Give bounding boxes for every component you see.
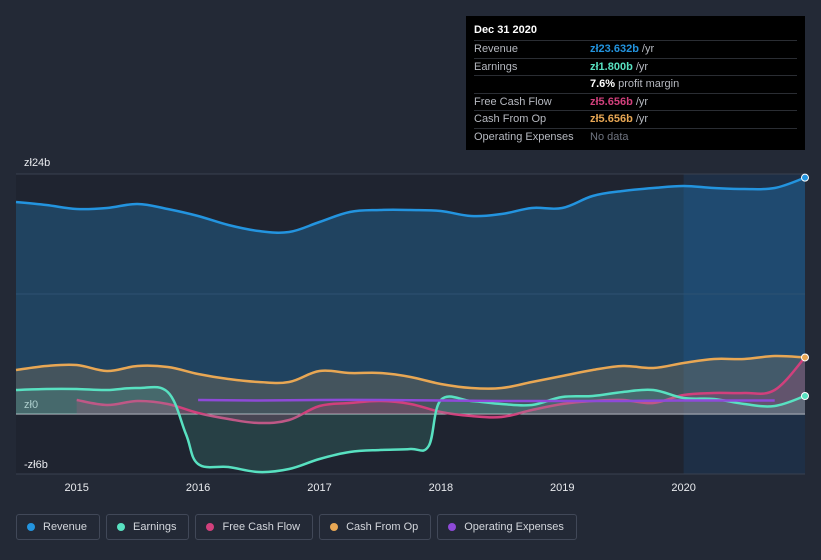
legend-label: Revenue — [43, 521, 88, 533]
revenue-line — [15, 176, 806, 234]
earnings-line — [15, 385, 806, 474]
legend: Revenue Earnings Free Cash Flow Cash From O… — [16, 514, 577, 540]
forecast-region — [683, 174, 805, 474]
legend-item-revenue[interactable]: Revenue — [16, 514, 101, 540]
legend-item-earnings[interactable]: Earnings — [106, 514, 190, 540]
y-tick-label: zł0 — [24, 399, 38, 411]
legend-dot-icon — [448, 523, 457, 531]
tooltip-unit: /yr — [641, 43, 655, 56]
tooltip-row: Revenue zł23.632b/yr — [474, 40, 797, 58]
tooltip-unit: /yr — [635, 60, 649, 73]
x-tick-label: 2019 — [550, 482, 574, 494]
free-cash-flow-area — [76, 357, 805, 424]
legend-label: Operating Expenses — [464, 521, 564, 533]
x-tick-label: 2017 — [307, 482, 331, 494]
tooltip-row: Cash From Op zł5.656b/yr — [474, 110, 797, 128]
operating-expenses-line — [198, 398, 775, 403]
legend-item-operating-expenses[interactable]: Operating Expenses — [437, 514, 577, 540]
tooltip-value: zł5.656b — [590, 113, 633, 126]
tooltip-date: Dec 31 2020 — [474, 24, 537, 36]
tooltip-unit: /yr — [635, 113, 649, 126]
tooltip-row: 7.6% profit margin — [474, 75, 797, 93]
y-tick-label: zł24b — [24, 157, 50, 169]
tooltip-row: Operating Expenses No data — [474, 127, 797, 146]
legend-dot-icon — [206, 523, 215, 531]
tooltip-value: No data — [590, 130, 629, 143]
tooltip-value: zł5.656b — [590, 95, 633, 108]
tooltip-label: Cash From Op — [474, 113, 547, 126]
x-tick-label: 2020 — [671, 482, 695, 494]
revenue-area — [16, 177, 805, 414]
cash-from-op-endpoint — [801, 353, 809, 362]
tooltip-label: Free Cash Flow — [474, 95, 552, 108]
x-tick-label: 2015 — [64, 482, 88, 494]
tooltip-value: zł23.632b — [590, 43, 639, 56]
tooltip-value: 7.6% — [590, 78, 616, 91]
earnings-area — [16, 387, 805, 473]
legend-label: Earnings — [133, 521, 177, 533]
tooltip-row: Free Cash Flow zł5.656b/yr — [474, 92, 797, 111]
tooltip-unit: profit margin — [618, 78, 680, 91]
legend-label: Cash From Op — [346, 521, 419, 533]
plot-background — [16, 174, 684, 474]
legend-dot-icon — [27, 523, 35, 531]
earnings-endpoint — [801, 392, 809, 400]
legend-dot-icon — [117, 523, 126, 531]
tooltip-label: Earnings — [474, 60, 518, 73]
legend-item-free-cash-flow[interactable]: Free Cash Flow — [195, 514, 314, 540]
tooltip-label: Operating Expenses — [474, 130, 574, 143]
legend-label: Free Cash Flow — [222, 521, 301, 533]
legend-item-cash-from-op[interactable]: Cash From Op — [319, 514, 432, 540]
tooltip-label: Revenue — [474, 43, 519, 56]
tooltip-panel: Dec 31 2020 Revenue zł23.632b/yr Earnings z… — [466, 16, 805, 150]
free-cash-flow-line — [76, 356, 806, 425]
cash-from-op-line — [15, 354, 806, 390]
tooltip-unit: /yr — [635, 95, 649, 108]
legend-dot-icon — [330, 523, 339, 531]
x-tick-label: 2016 — [186, 482, 210, 494]
revenue-endpoint — [801, 173, 809, 182]
tooltip-row: Earnings zł1.800b/yr — [474, 57, 797, 76]
x-tick-label: 2018 — [429, 482, 453, 494]
y-tick-label: -zł6b — [24, 459, 48, 471]
tooltip-value: zł1.800b — [590, 60, 633, 73]
